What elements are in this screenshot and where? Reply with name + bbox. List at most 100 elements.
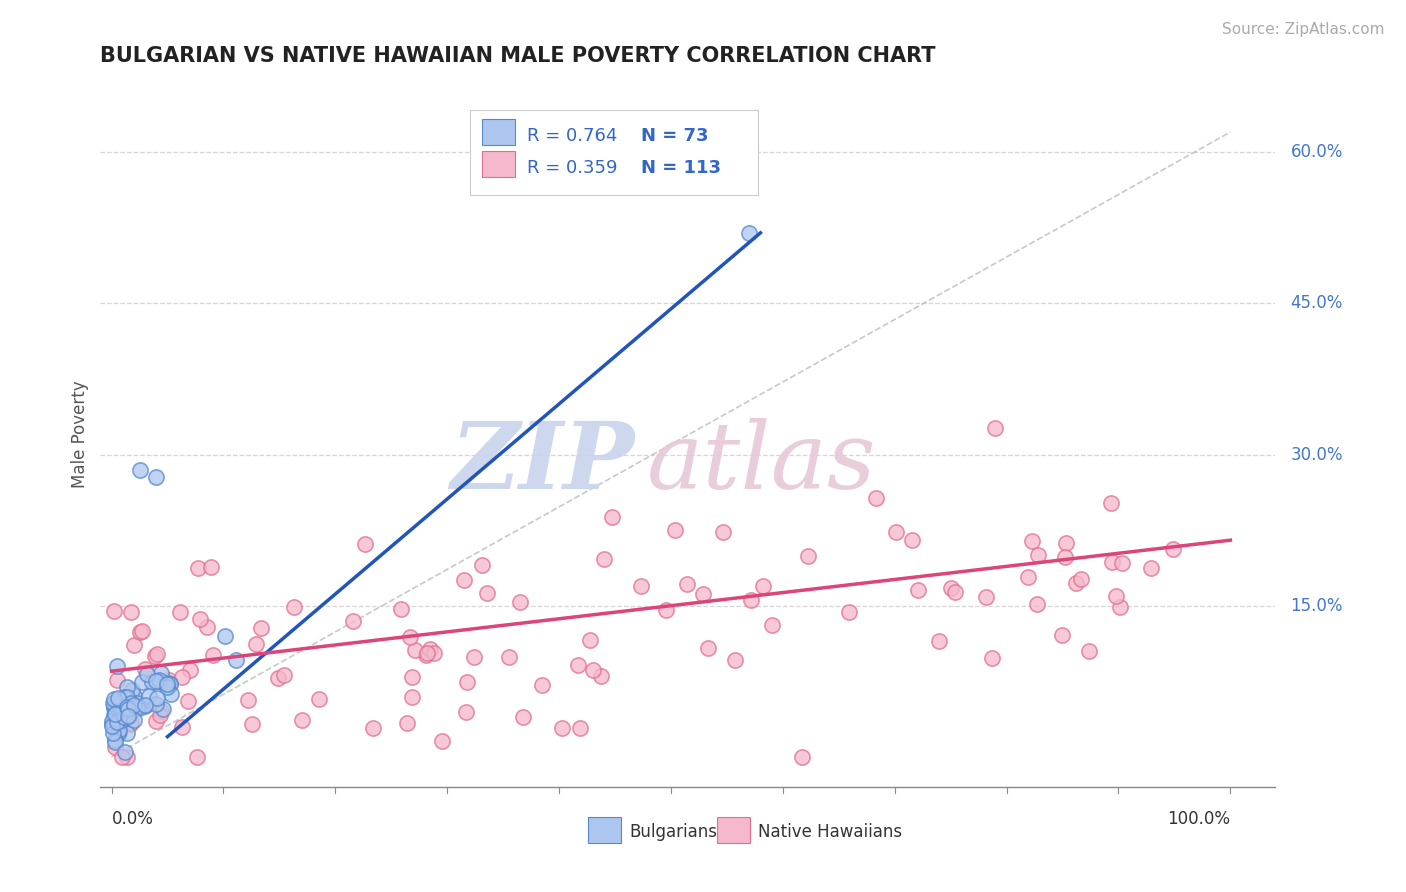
Point (120, 716, 142, 731)
Point (134, 698, 156, 713)
Text: 0.0%: 0.0% (111, 810, 153, 828)
Text: atlas: atlas (647, 417, 876, 508)
Point (107, 690, 129, 705)
Point (696, 641, 718, 656)
Point (146, 648, 169, 662)
Point (103, 701, 125, 715)
Point (101, 714, 124, 728)
Point (692, 587, 714, 601)
Point (865, 491, 887, 505)
Point (120, 605, 142, 619)
Point (1105, 589, 1128, 603)
Point (103, 604, 125, 618)
Point (101, 717, 124, 731)
Point (118, 706, 141, 721)
Point (752, 579, 775, 593)
Point (550, 722, 572, 736)
Point (797, 549, 820, 563)
Point (430, 734, 453, 748)
Text: N = 73: N = 73 (641, 127, 709, 145)
Point (104, 739, 127, 754)
Point (761, 617, 783, 632)
Point (415, 646, 437, 660)
Point (512, 710, 534, 724)
Point (110, 693, 132, 707)
Point (675, 576, 697, 591)
Point (664, 523, 686, 537)
Point (101, 717, 124, 731)
Point (134, 662, 156, 676)
Point (115, 711, 138, 725)
Point (1111, 556, 1133, 570)
Point (104, 707, 127, 722)
Point (146, 690, 169, 705)
Point (104, 698, 127, 713)
Point (145, 674, 167, 689)
Point (108, 726, 131, 740)
Point (104, 699, 127, 714)
Point (453, 574, 475, 588)
Point (1161, 541, 1184, 556)
Point (342, 615, 364, 629)
Point (396, 715, 419, 730)
Point (117, 708, 139, 723)
Text: 100.0%: 100.0% (1167, 810, 1230, 828)
Point (600, 509, 623, 524)
Point (531, 678, 554, 692)
Point (884, 525, 907, 540)
Point (169, 605, 191, 619)
Text: 15.0%: 15.0% (1291, 597, 1343, 615)
Point (103, 692, 125, 706)
Text: 60.0%: 60.0% (1291, 144, 1343, 161)
Point (105, 698, 128, 713)
Point (117, 702, 139, 716)
Point (283, 599, 305, 614)
Point (290, 713, 312, 727)
Bar (588, 817, 621, 843)
Point (107, 702, 129, 716)
Point (509, 595, 531, 609)
Point (498, 649, 520, 664)
Point (112, 710, 135, 724)
Point (110, 703, 132, 717)
Point (1078, 643, 1101, 657)
Point (122, 713, 145, 727)
Point (901, 533, 924, 547)
Bar (482, 120, 515, 145)
Point (240, 717, 263, 731)
Point (838, 605, 860, 619)
Point (138, 689, 160, 703)
Point (249, 621, 271, 635)
Point (145, 714, 167, 728)
Point (567, 657, 589, 672)
Point (156, 677, 179, 691)
Point (582, 663, 605, 677)
Point (724, 653, 747, 667)
Point (112, 690, 135, 704)
Point (115, 690, 138, 704)
Point (105, 714, 128, 729)
Point (928, 633, 950, 648)
Point (1070, 572, 1092, 586)
Point (1064, 576, 1087, 591)
Point (273, 668, 295, 682)
Point (267, 671, 290, 685)
Point (419, 642, 441, 657)
Point (150, 675, 173, 690)
Point (115, 749, 138, 764)
Point (150, 666, 173, 681)
Point (984, 420, 1007, 434)
Text: Source: ZipAtlas.com: Source: ZipAtlas.com (1222, 22, 1385, 37)
Point (471, 558, 494, 573)
Point (1053, 549, 1076, 564)
Point (404, 643, 426, 657)
Point (157, 673, 180, 687)
Point (131, 674, 153, 689)
Point (177, 694, 200, 708)
Point (148, 673, 170, 687)
Point (159, 677, 181, 691)
Point (415, 648, 437, 663)
Point (170, 670, 193, 684)
Point (152, 702, 174, 716)
Point (456, 705, 478, 719)
